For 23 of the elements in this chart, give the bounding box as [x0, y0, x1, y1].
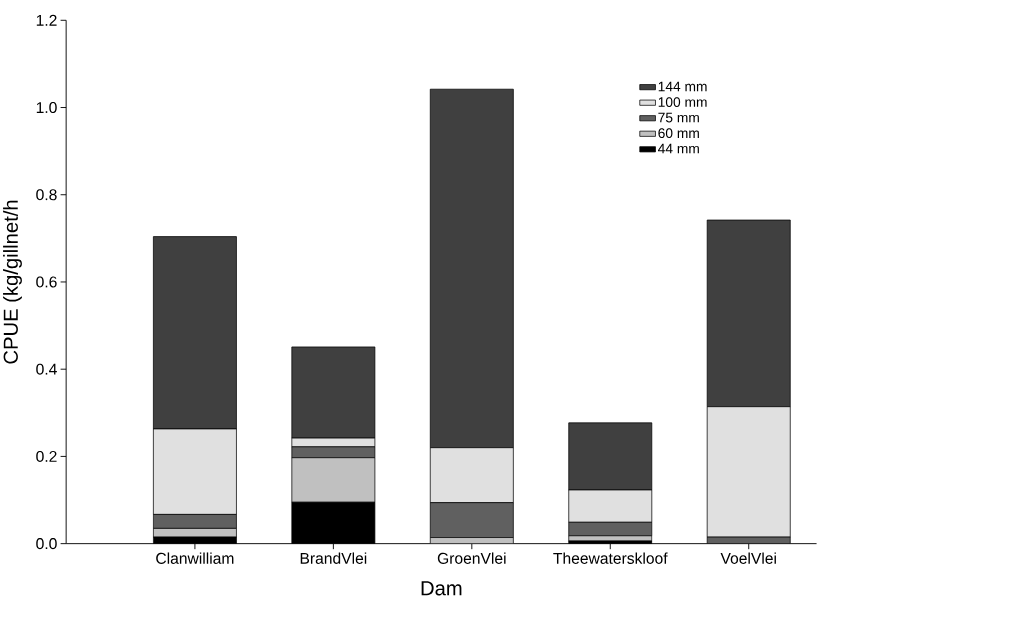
y-tick-label: 0.8	[36, 189, 57, 201]
x-tick-label: BrandVlei	[300, 552, 367, 564]
x-axis-title: Dam	[421, 581, 462, 596]
x-tick-label: GroenVlei	[437, 552, 506, 564]
x-tick-label: Clanwilliam	[156, 552, 234, 564]
legend-label: 144 mm	[658, 81, 707, 92]
y-tick-label: 0.6	[36, 276, 57, 288]
y-tick-label: 1.0	[36, 101, 57, 113]
y-tick-label: 0.0	[36, 537, 57, 550]
y-tick-label: 0.2	[36, 450, 57, 462]
legend-label: 75 mm	[658, 112, 699, 123]
legend-label: 100 mm	[658, 97, 707, 107]
legend-label: 60 mm	[658, 128, 699, 138]
x-tick-label: VoelVlei	[720, 552, 776, 564]
bar	[429, 502, 514, 538]
bar	[291, 457, 376, 503]
y-axis-title: CPUE (kg/gillnet/h	[3, 200, 22, 364]
x-tick-label: Theewaterskloof	[553, 552, 668, 564]
bar	[291, 446, 376, 458]
bar	[153, 513, 237, 529]
y-tick-label: 0.4	[36, 363, 57, 375]
legend-label: 44 mm	[658, 143, 699, 154]
y-tick-label: 1.2	[36, 14, 57, 26]
